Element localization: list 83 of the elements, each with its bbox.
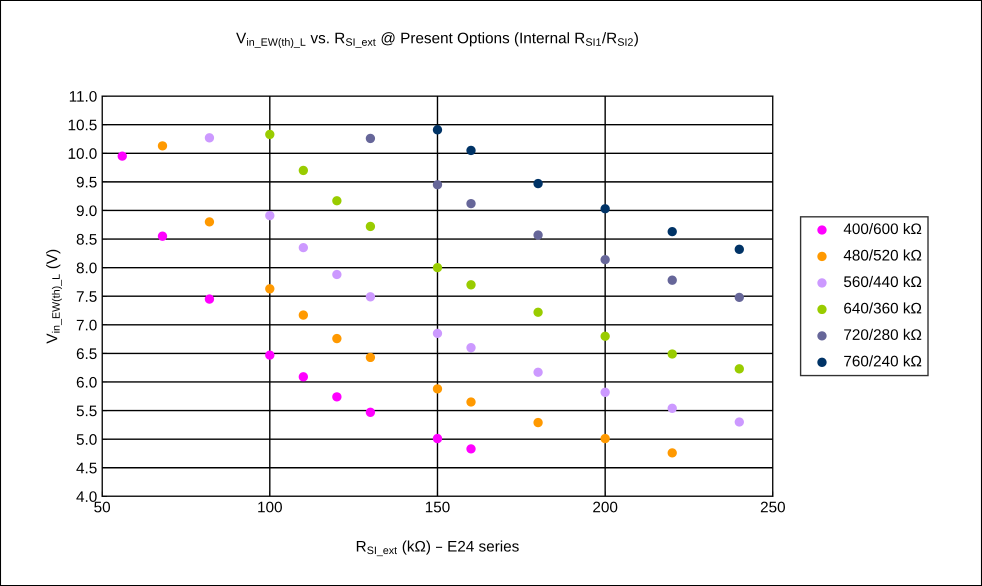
y-tick-label: 6.5 <box>76 348 97 360</box>
y-tick-label: 5.5 <box>76 406 97 416</box>
y-tick-label: 8.0 <box>76 262 97 274</box>
point <box>600 388 610 397</box>
x-tick-label: 100 <box>258 502 282 512</box>
point <box>533 178 543 188</box>
point <box>298 372 308 382</box>
point <box>668 276 677 285</box>
point <box>204 133 214 142</box>
point <box>600 332 610 341</box>
y-tick-label: 6.0 <box>76 376 97 388</box>
legend-label: 560/440 kΩ <box>844 276 922 288</box>
point <box>668 404 677 413</box>
y-tick-label: 10.0 <box>68 148 97 159</box>
point <box>158 232 168 241</box>
point <box>533 308 543 317</box>
legend-label: 480/520 kΩ <box>844 249 922 261</box>
point <box>600 204 610 214</box>
legend-label: 640/360 kΩ <box>844 302 922 314</box>
point <box>466 146 476 156</box>
point <box>432 125 442 134</box>
point <box>466 343 476 352</box>
point <box>265 350 274 360</box>
y-tick-label: 5.0 <box>76 434 97 445</box>
point <box>204 294 214 304</box>
point <box>432 262 442 272</box>
legend-label: 400/600 kΩ <box>844 222 922 234</box>
point <box>466 280 476 290</box>
point <box>366 352 376 362</box>
point <box>466 444 476 454</box>
y-tick-label: 11.0 <box>70 90 97 102</box>
x-tick-label: 200 <box>593 502 618 512</box>
point <box>432 384 442 394</box>
point <box>265 284 274 294</box>
point <box>533 230 543 240</box>
point <box>298 242 308 252</box>
point <box>734 364 744 374</box>
point <box>366 292 376 302</box>
point <box>466 198 476 208</box>
point <box>118 151 127 161</box>
point <box>533 368 543 377</box>
point <box>432 434 442 444</box>
point <box>332 270 342 280</box>
point <box>668 448 677 458</box>
legend-label: 760/240 kΩ <box>844 355 922 366</box>
point <box>432 180 442 190</box>
y-tick-label: 7.0 <box>76 320 97 330</box>
point <box>332 196 342 206</box>
point <box>668 349 677 359</box>
y-tick-label: 4.5 <box>76 462 97 474</box>
y-axis-title: V$_{in_EW(th)_L}$ (V) <box>46 250 62 344</box>
point <box>668 226 677 236</box>
point <box>734 292 744 302</box>
point <box>332 334 342 344</box>
y-tick-label: 9.5 <box>76 176 97 188</box>
point <box>366 222 376 232</box>
y-tick-label: 8.5 <box>76 234 97 245</box>
point <box>298 166 308 176</box>
y-tick-label: 9.0 <box>76 205 97 216</box>
point <box>332 392 342 402</box>
point <box>734 244 744 254</box>
point <box>533 418 543 428</box>
point <box>265 210 274 220</box>
point <box>366 134 376 144</box>
chart-title: V$_{in_EW(th)_L}$ vs. R$_{SI_ext}$ @ Present Options (Internal R$_{SI1}$/R$_{SI2}$) <box>236 32 638 48</box>
x-tick-label: 250 <box>760 502 785 512</box>
point <box>600 434 610 444</box>
y-tick-label: 10.5 <box>68 120 97 130</box>
x-tick-label: 50 <box>94 502 110 512</box>
y-tick-label: 4.0 <box>76 491 97 502</box>
x-axis-title: R$_{SI_ext}$ (kΩ) – E24 series <box>356 540 519 556</box>
legend-label: 720/280 kΩ <box>844 328 922 340</box>
y-tick-label: 7.5 <box>76 291 97 302</box>
point <box>158 141 168 151</box>
point <box>734 417 744 427</box>
point <box>204 217 214 227</box>
x-tick-label: 150 <box>426 502 450 512</box>
point <box>432 328 442 338</box>
point <box>366 408 376 417</box>
point <box>600 254 610 264</box>
point <box>265 130 274 140</box>
point <box>466 397 476 407</box>
point <box>298 310 308 320</box>
